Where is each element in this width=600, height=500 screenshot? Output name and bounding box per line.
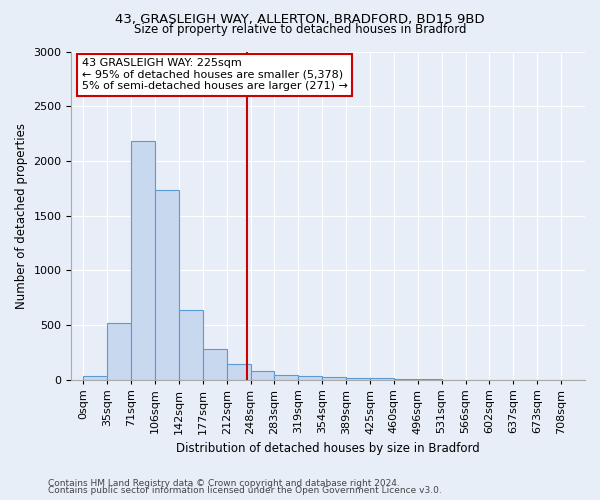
Bar — [298, 376, 322, 380]
Bar — [203, 349, 227, 380]
Bar — [227, 364, 251, 380]
X-axis label: Distribution of detached houses by size in Bradford: Distribution of detached houses by size … — [176, 442, 480, 455]
Text: Contains HM Land Registry data © Crown copyright and database right 2024.: Contains HM Land Registry data © Crown c… — [48, 478, 400, 488]
Bar — [346, 378, 370, 380]
Bar — [394, 378, 418, 380]
Text: 43, GRASLEIGH WAY, ALLERTON, BRADFORD, BD15 9BD: 43, GRASLEIGH WAY, ALLERTON, BRADFORD, B… — [115, 12, 485, 26]
Bar — [155, 190, 179, 380]
Bar — [370, 378, 394, 380]
Bar — [418, 379, 442, 380]
Bar — [274, 375, 298, 380]
Text: Contains public sector information licensed under the Open Government Licence v3: Contains public sector information licen… — [48, 486, 442, 495]
Text: Size of property relative to detached houses in Bradford: Size of property relative to detached ho… — [134, 22, 466, 36]
Bar — [131, 141, 155, 380]
Bar — [179, 310, 203, 380]
Text: 43 GRASLEIGH WAY: 225sqm
← 95% of detached houses are smaller (5,378)
5% of semi: 43 GRASLEIGH WAY: 225sqm ← 95% of detach… — [82, 58, 347, 92]
Bar — [83, 376, 107, 380]
Bar — [322, 378, 346, 380]
Bar — [107, 322, 131, 380]
Y-axis label: Number of detached properties: Number of detached properties — [15, 122, 28, 308]
Bar — [251, 371, 274, 380]
